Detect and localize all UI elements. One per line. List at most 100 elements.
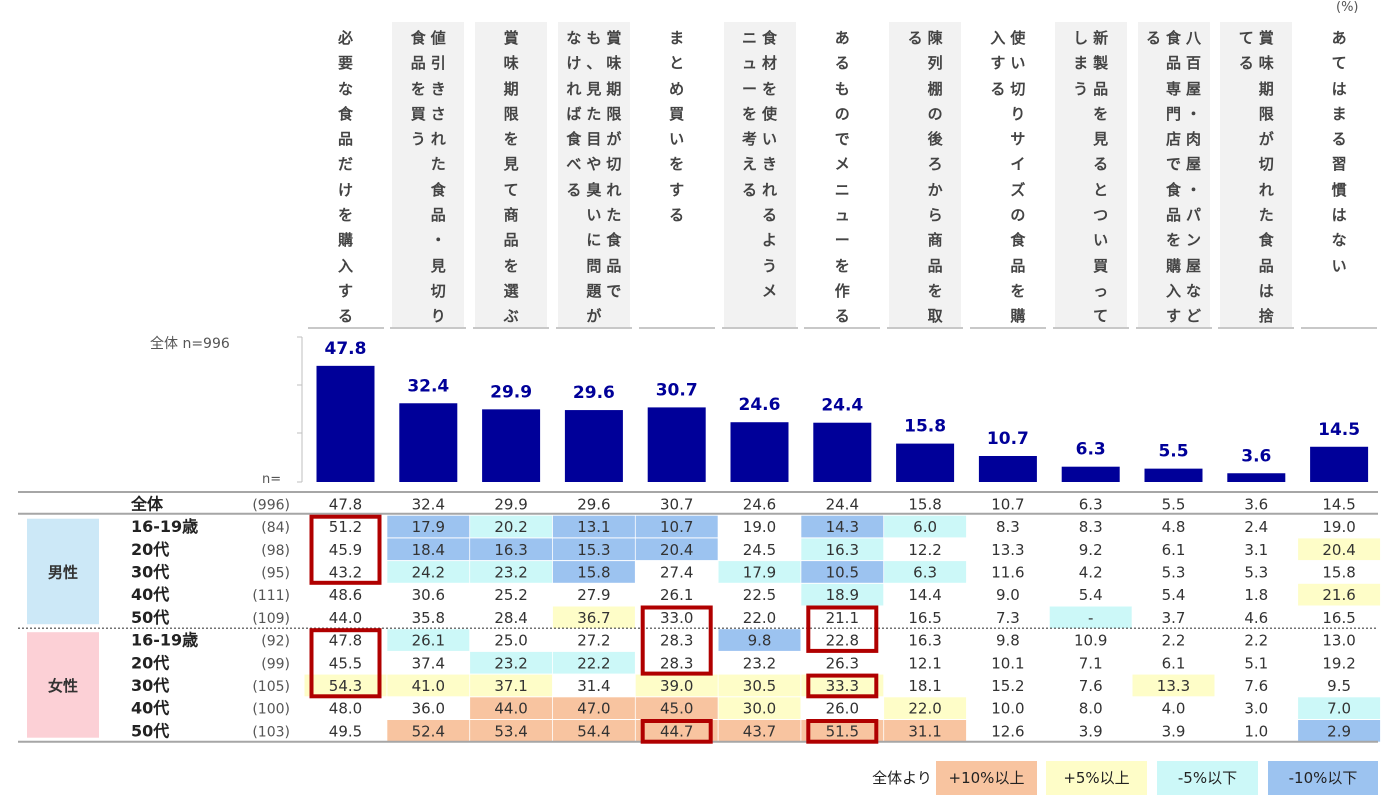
row-n: (95) <box>261 565 290 581</box>
group-label-box <box>27 632 99 738</box>
table-cell: 4.6 <box>1244 609 1268 627</box>
column-header-text: 使い切りサイズの食品を購 <box>1010 29 1026 326</box>
table-cell: 10.7 <box>660 518 693 536</box>
column-header-text: なければ食べる <box>566 29 582 199</box>
row-n: (996) <box>252 497 290 513</box>
table-cell: 27.4 <box>660 563 693 581</box>
column-header: 八百屋・肉屋・パン屋など食品専門店で食品を購入する <box>1137 22 1210 327</box>
table-cell-shade <box>552 720 635 742</box>
table-cell: 35.8 <box>412 609 445 627</box>
table-cell: 15.8 <box>577 563 610 581</box>
table-cell: 22.5 <box>743 586 776 604</box>
row-n: (92) <box>261 634 290 650</box>
table-cell: 21.1 <box>826 609 859 627</box>
column-header-underline <box>307 327 384 329</box>
column-header-underline <box>1301 327 1378 329</box>
table-cell: 24.5 <box>743 541 776 559</box>
table-cell-shade <box>635 720 718 742</box>
row-label: 30代 <box>131 562 169 581</box>
table-cell: 24.4 <box>826 495 859 513</box>
table-cell: 14.3 <box>826 518 859 536</box>
table-cell: 8.3 <box>996 518 1020 536</box>
table-cell: 23.2 <box>494 563 527 581</box>
column-header: 陳列棚の後ろから商品を取る <box>889 22 962 327</box>
bar <box>482 409 541 482</box>
row-n: (109) <box>252 611 290 627</box>
table-cell: 7.6 <box>1244 677 1268 695</box>
bar <box>647 407 706 482</box>
table-cell: 36.7 <box>577 609 610 627</box>
table-cell: 44.7 <box>660 722 693 740</box>
row-n: (111) <box>252 588 290 604</box>
column-header-text: る <box>907 29 923 47</box>
table-cell: 29.9 <box>494 495 527 513</box>
row-label: 40代 <box>131 585 169 604</box>
bar <box>316 365 375 482</box>
table-cell: 10.9 <box>1074 632 1107 650</box>
legend-item-up5: +5%以上 <box>1046 761 1147 795</box>
table-cell-shade <box>718 561 801 583</box>
table-cell: 24.2 <box>412 563 445 581</box>
table-cell: 16.3 <box>908 632 941 650</box>
table-cell-shade <box>387 538 470 561</box>
bar <box>813 422 872 482</box>
column-header-underline <box>1218 327 1295 329</box>
table-cell-shade <box>1298 538 1381 561</box>
table-cell-shade <box>884 515 967 538</box>
row-label: 40代 <box>131 699 169 718</box>
bar <box>978 455 1037 482</box>
bar <box>1144 468 1203 482</box>
table-cell: 44.0 <box>494 700 527 718</box>
row-label: 20代 <box>131 540 169 559</box>
table-cell: 30.6 <box>412 586 445 604</box>
table-cell: 19.2 <box>1322 654 1355 672</box>
table-cell-shade <box>552 697 635 719</box>
table-cell-shade <box>884 720 967 742</box>
table-cell: 52.4 <box>412 722 445 740</box>
row-n: (100) <box>252 702 290 718</box>
column-header-underline <box>804 327 881 329</box>
table-cell: 21.6 <box>1322 586 1355 604</box>
legend-item-dn5: -5%以下 <box>1157 761 1258 795</box>
bar-value-label: 47.8 <box>325 339 367 359</box>
table-cell-shade <box>635 674 718 697</box>
column-header: 必要な食品だけを購入する <box>309 22 382 327</box>
row-n: (84) <box>261 520 290 536</box>
table-cell: 24.6 <box>743 495 776 513</box>
row-n: (103) <box>252 724 290 740</box>
bar-value-label: 6.3 <box>1076 440 1106 460</box>
table-cell: 4.0 <box>1162 700 1186 718</box>
table-cell-shade <box>387 629 470 651</box>
column-header-underline <box>638 327 715 329</box>
row-label: 16-19歳 <box>131 631 198 650</box>
table-cell: 13.3 <box>1157 677 1190 695</box>
table-cell-shade <box>801 720 884 742</box>
group-label-box <box>27 518 99 625</box>
table-cell: 45.5 <box>329 654 362 672</box>
highlight-box <box>309 628 382 699</box>
table-cell: 16.5 <box>908 609 941 627</box>
table-cell: 18.4 <box>412 541 445 559</box>
table-cell: 28.4 <box>494 609 527 627</box>
table-cell-shade <box>718 720 801 742</box>
table-cell: 10.7 <box>991 495 1024 513</box>
table-cell-shade <box>884 697 967 719</box>
table-cell: 27.2 <box>577 632 610 650</box>
table-cell: - <box>1088 609 1093 627</box>
table-cell: 10.1 <box>991 654 1024 672</box>
column-header: 賞味期限が切れた食品でも、見た目や臭いに問題がなければ食べる <box>557 22 630 327</box>
table-cell: 6.1 <box>1162 654 1186 672</box>
highlight-box <box>806 605 879 653</box>
bar <box>1310 446 1369 482</box>
table-cell: 17.9 <box>743 563 776 581</box>
table-cell: 51.5 <box>826 722 859 740</box>
table-cell-shade <box>1298 583 1381 606</box>
group-label: 男性 <box>48 563 78 581</box>
table-cell: 32.4 <box>412 495 445 513</box>
table-cell: 49.5 <box>329 722 362 740</box>
table-cell: 6.3 <box>913 563 937 581</box>
table-cell: 18.9 <box>826 586 859 604</box>
table-cell: 37.1 <box>494 677 527 695</box>
table-cell-shade <box>1049 606 1132 629</box>
